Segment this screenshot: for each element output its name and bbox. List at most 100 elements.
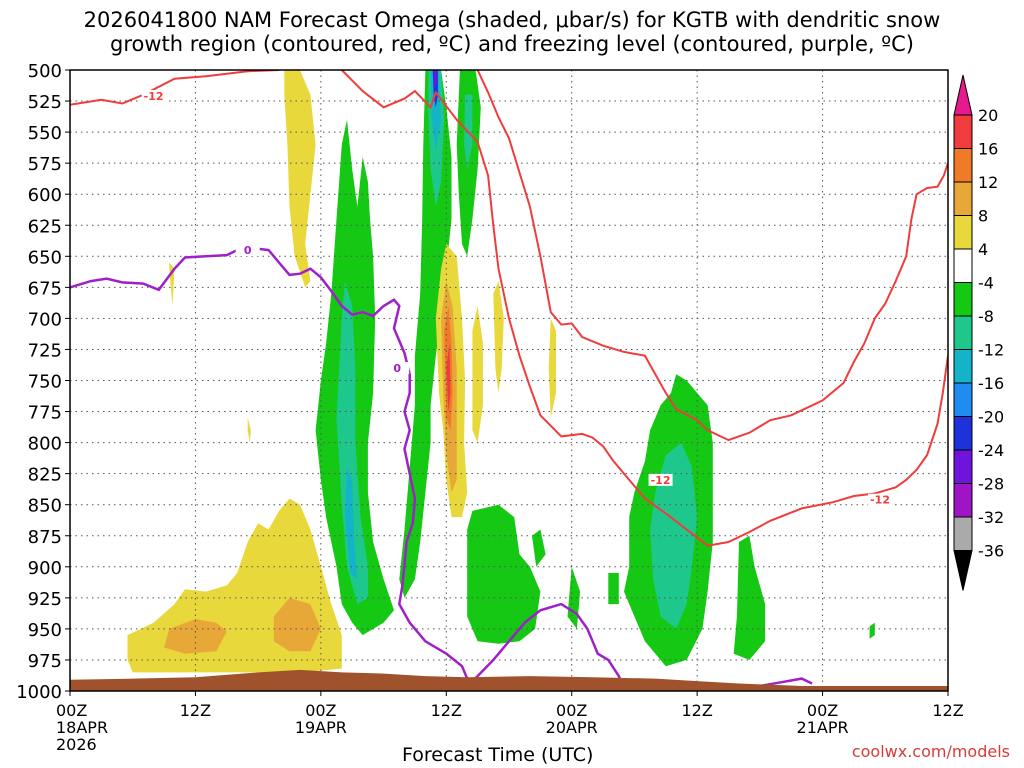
omega-region-0 xyxy=(284,70,316,288)
y-tick-label: 725 xyxy=(28,340,62,361)
colorbar-segment xyxy=(953,114,973,149)
colorbar-label: -12 xyxy=(978,341,1004,360)
y-tick-label: 500 xyxy=(28,61,62,82)
contour-label: -12 xyxy=(870,494,890,507)
x-tick-label: 00Z xyxy=(807,701,838,720)
colorbar-label: -4 xyxy=(978,274,994,293)
colorbar-label: 4 xyxy=(978,240,988,259)
y-tick-label: 550 xyxy=(28,123,62,144)
contour-label: 0 xyxy=(393,362,401,375)
y-tick-label: 850 xyxy=(28,496,62,517)
y-tick-label: 625 xyxy=(28,216,62,237)
contour-label-bg xyxy=(141,90,166,103)
colorbar-segment xyxy=(953,449,973,484)
colorbar-segment xyxy=(953,282,973,317)
omega-region-2 xyxy=(164,619,227,654)
omega-region-21 xyxy=(493,281,504,393)
omega-region-9 xyxy=(399,70,452,598)
omega-shading xyxy=(127,70,875,673)
colorbar-label: -28 xyxy=(978,475,1004,494)
y-tick-label: 675 xyxy=(28,278,62,299)
y-tick-label: 975 xyxy=(28,651,62,672)
y-tick-label: 825 xyxy=(28,465,62,486)
omega-region-8 xyxy=(344,467,358,580)
omega-region-19 xyxy=(446,343,451,412)
contour-label-bg xyxy=(648,473,673,486)
y-tick-label: 1000 xyxy=(16,682,62,703)
colorbar-label: -20 xyxy=(978,408,1004,427)
chart-title-line1: 2026041800 NAM Forecast Omega (shaded, μ… xyxy=(83,8,941,32)
freezing-level-contour-1 xyxy=(461,602,626,691)
y-tick-label: 750 xyxy=(28,372,62,393)
y-tick-label: 700 xyxy=(28,309,62,330)
omega-region-20 xyxy=(472,306,483,443)
y-tick-label: 650 xyxy=(28,247,62,268)
colorbar-segment xyxy=(953,315,973,350)
colorbar-label: 16 xyxy=(978,140,998,159)
omega-region-5 xyxy=(247,417,251,443)
site-credit: coolwx.com/models xyxy=(851,742,1010,761)
terrain-fill xyxy=(70,669,948,691)
omega-region-13 xyxy=(433,70,437,89)
colorbar-bottom-triangle xyxy=(953,550,973,591)
omega-region-25 xyxy=(548,318,556,418)
freezing-level-contour-2 xyxy=(759,677,813,688)
colorbar-label: -32 xyxy=(978,508,1004,527)
contour-lines xyxy=(70,70,948,691)
contour-label: 0 xyxy=(244,244,252,257)
grid-lines xyxy=(70,70,948,691)
y-tick-label: 900 xyxy=(28,558,62,579)
colorbar-segment xyxy=(953,148,973,183)
contour-labels: -12 -12 -12 0 0 xyxy=(141,90,893,507)
omega-region-7 xyxy=(336,281,368,605)
omega-region-28 xyxy=(733,535,766,660)
colorbar-label: -36 xyxy=(978,542,1004,561)
x-tick-label: 00Z xyxy=(305,701,336,720)
x-tick-label: 12Z xyxy=(681,701,712,720)
y-axis: 500 525 550 575 600 625 650 675 700 725 750 775 800 8… xyxy=(16,61,70,703)
colorbar-label: -24 xyxy=(978,441,1004,460)
freezing-level-contour-0 xyxy=(70,247,469,680)
colorbar-segment xyxy=(953,349,973,384)
chart-title-line2: growth region (contoured, red, ºC) and f… xyxy=(110,32,914,56)
omega-region-24 xyxy=(567,566,581,629)
x-tick-label: 00Z xyxy=(556,701,587,720)
omega-region-11 xyxy=(430,70,442,151)
y-tick-label: 875 xyxy=(28,527,62,548)
colorbar-label: -8 xyxy=(978,307,994,326)
colorbar: 20 16 12 8 4 -4 -8 -12 -16 -20 -24 -28 -32 -36 xyxy=(953,74,1004,591)
ground-terrain xyxy=(70,669,948,691)
x-tick-label: 12Z xyxy=(431,701,462,720)
y-tick-label: 950 xyxy=(28,620,62,641)
colorbar-segment xyxy=(953,181,973,216)
colorbar-segment xyxy=(953,215,973,250)
colorbar-top-triangle xyxy=(953,74,973,116)
contour-label: -12 xyxy=(651,474,671,487)
dgz-contour-minus12-1 xyxy=(341,70,948,547)
colorbar-label: 20 xyxy=(978,106,998,125)
y-tick-label: 800 xyxy=(28,434,62,455)
contour-label-bg xyxy=(868,493,893,506)
x-tick-label: 20APR xyxy=(546,718,598,737)
x-tick-label: 12Z xyxy=(180,701,211,720)
colorbar-label: -16 xyxy=(978,374,1004,393)
colorbar-label: 12 xyxy=(978,173,998,192)
y-tick-label: 600 xyxy=(28,185,62,206)
x-tick-label: 00Z xyxy=(56,701,87,720)
omega-region-30 xyxy=(869,622,875,639)
contour-label-bg xyxy=(235,244,260,257)
y-tick-label: 925 xyxy=(28,589,62,610)
y-tick-label: 775 xyxy=(28,403,62,424)
omega-region-14 xyxy=(456,70,481,257)
colorbar-segment xyxy=(953,382,973,417)
omega-region-29 xyxy=(608,573,619,605)
x-tick-label: 19APR xyxy=(295,718,347,737)
omega-region-23 xyxy=(532,529,546,567)
dgz-contour-minus12-2 xyxy=(476,70,948,442)
x-tick-label: 2026 xyxy=(56,735,97,754)
colorbar-segment xyxy=(953,483,973,518)
colorbar-segment xyxy=(953,248,973,283)
x-axis-title: Forecast Time (UTC) xyxy=(402,744,594,766)
y-tick-label: 525 xyxy=(28,92,62,113)
